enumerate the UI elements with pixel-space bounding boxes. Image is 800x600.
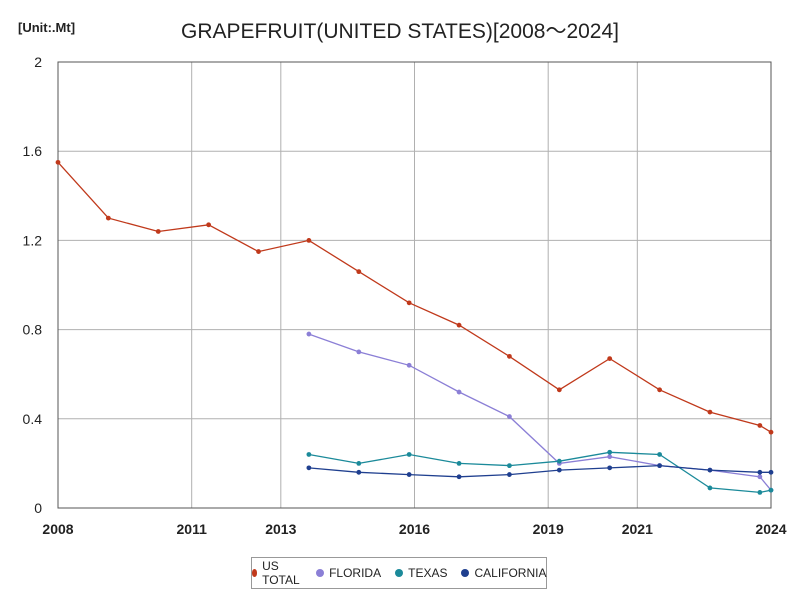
x-tick-label: 2016 (399, 521, 430, 537)
series-line-us-total (57, 161, 772, 433)
chart-title: GRAPEFRUIT(UNITED STATES)[2008～2024] (181, 20, 619, 43)
data-point-us-total (556, 387, 562, 393)
data-point-us-total (768, 429, 774, 435)
legend-label: CALIFORNIA (474, 566, 547, 580)
data-point-florida (456, 389, 462, 395)
data-point-florida (507, 414, 512, 419)
x-tick-label: 2011 (177, 521, 208, 537)
legend-label: US TOTAL (262, 559, 300, 587)
data-point-florida (757, 474, 763, 480)
data-point-california (306, 465, 312, 471)
data-point-florida (356, 349, 362, 355)
data-point-texas (556, 458, 562, 464)
data-point-california (757, 469, 763, 475)
data-point-california (507, 472, 512, 477)
data-point-texas (306, 452, 312, 457)
legend-label: FLORIDA (329, 566, 382, 580)
data-point-texas (768, 487, 774, 493)
x-tick-label: 2019 (533, 521, 564, 537)
x-tick-label: 2013 (265, 521, 296, 537)
data-point-texas (406, 452, 412, 457)
data-point-texas (757, 489, 763, 495)
data-point-us-total (306, 238, 312, 243)
data-point-california (556, 467, 562, 473)
data-point-texas (607, 449, 613, 455)
data-point-us-total (256, 249, 261, 254)
data-point-texas (456, 461, 462, 466)
data-point-california (768, 469, 774, 475)
y-tick-label: 2 (34, 54, 42, 70)
y-tick-label: 1.2 (23, 232, 43, 248)
x-tick-label: 2024 (755, 521, 786, 537)
data-point-us-total (607, 356, 613, 361)
data-point-us-total (507, 353, 512, 359)
data-point-florida (607, 454, 613, 460)
data-point-us-total (707, 409, 713, 415)
legend-item-texas: TEXAS (395, 566, 447, 580)
y-tick-label: 0 (34, 500, 42, 516)
data-point-us-total (356, 269, 362, 275)
legend-marker-texas (395, 569, 404, 577)
data-point-california (356, 469, 362, 475)
data-point-texas (356, 461, 362, 466)
data-point-california (406, 472, 412, 477)
data-point-us-total (757, 423, 763, 428)
data-point-texas (507, 463, 512, 469)
data-point-california (456, 474, 462, 480)
x-tick-label: 2008 (42, 521, 73, 537)
legend-item-florida: FLORIDA (316, 566, 381, 580)
data-point-us-total (657, 387, 662, 393)
y-tick-label: 0.4 (23, 411, 43, 427)
legend-marker-california (461, 569, 470, 577)
legend-label: TEXAS (408, 566, 448, 580)
legend-marker-us-total (251, 569, 258, 577)
plot-border (57, 61, 772, 509)
data-point-us-total (406, 300, 412, 306)
data-point-us-total (105, 215, 111, 221)
data-point-florida (306, 331, 312, 337)
data-point-california (707, 467, 713, 473)
data-point-california (657, 463, 662, 469)
legend-item-california: CALIFORNIA (461, 566, 546, 580)
data-point-florida (406, 362, 412, 368)
unit-label: [Unit:.Mt] (18, 20, 76, 35)
legend: US TOTAL FLORIDA TEXAS CALIFORNIA (251, 557, 547, 589)
legend-marker-florida (316, 569, 325, 577)
data-point-us-total (155, 229, 161, 234)
data-point-us-total (206, 222, 212, 228)
x-tick-label: 2021 (622, 521, 653, 537)
data-point-texas (657, 452, 662, 457)
y-tick-label: 0.8 (23, 322, 43, 338)
y-tick-label: 1.6 (23, 143, 43, 159)
data-point-california (607, 465, 613, 471)
legend-item-us-total: US TOTAL (251, 559, 303, 587)
data-point-us-total (456, 322, 462, 328)
data-point-texas (707, 485, 713, 491)
data-point-us-total (55, 159, 61, 165)
